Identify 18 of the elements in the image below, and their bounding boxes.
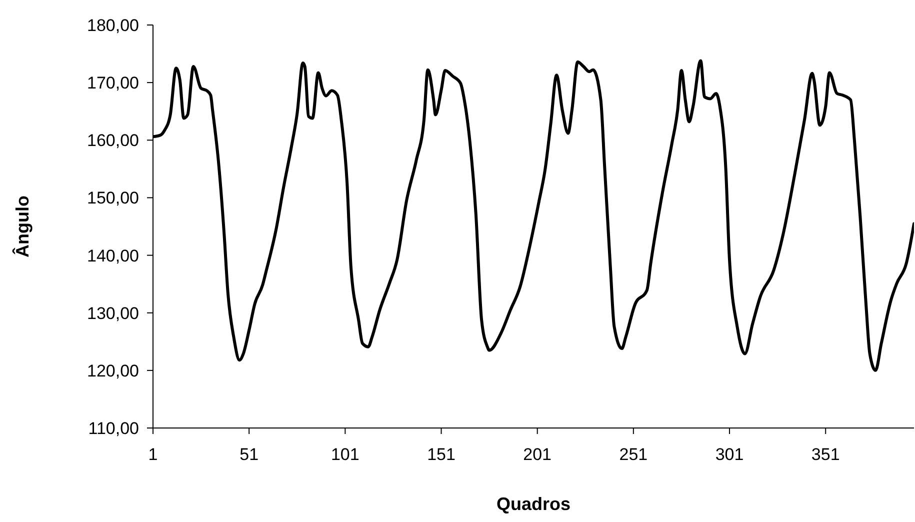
y-tick-label: 150,00 — [87, 188, 139, 208]
y-tick-label: 110,00 — [88, 419, 139, 438]
x-tick-label: 101 — [330, 445, 360, 464]
x-axis-title: Quadros — [496, 494, 571, 514]
y-tick-label: 170,00 — [87, 74, 139, 93]
y-tick-label: 180,00 — [87, 16, 139, 36]
y-tick-label: 130,00 — [87, 304, 139, 323]
x-tick-label: 1 — [148, 445, 158, 464]
y-tick-label: 160,00 — [87, 131, 139, 150]
x-tick-label: 51 — [240, 445, 259, 464]
y-axis-title: Ângulo — [11, 196, 32, 258]
y-tick-label: 140,00 — [87, 246, 139, 266]
x-tick-label: 201 — [523, 445, 552, 464]
x-tick-label: 151 — [427, 445, 456, 464]
x-tick-label: 251 — [619, 445, 648, 464]
x-tick-label: 301 — [715, 445, 744, 464]
y-tick-label: 120,00 — [87, 361, 139, 380]
x-tick-label: 351 — [811, 445, 840, 464]
